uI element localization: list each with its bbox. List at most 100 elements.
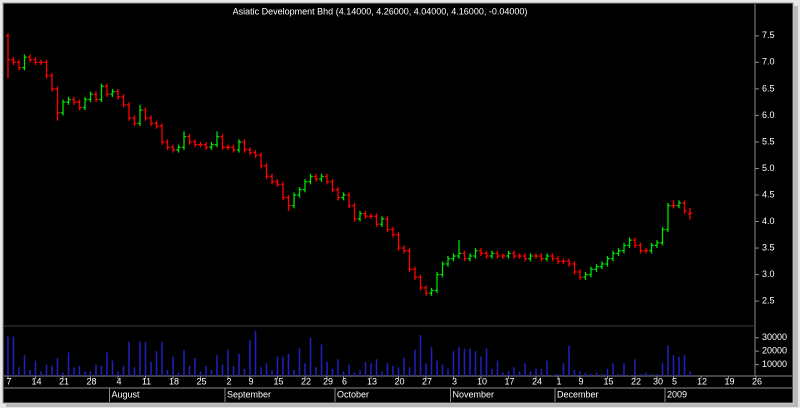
volume-bar <box>342 371 345 376</box>
volume-bar <box>419 335 422 376</box>
volume-bar <box>216 355 218 376</box>
volume-bar <box>634 359 636 376</box>
volume-bar <box>573 369 576 376</box>
volume-bar <box>353 372 356 376</box>
volume-bar <box>441 364 444 376</box>
volume-bar <box>51 365 53 376</box>
frame-shadow <box>6 404 798 407</box>
volume-bar <box>617 373 620 376</box>
volume-bar <box>139 341 141 376</box>
volume-bar <box>309 337 312 376</box>
y-tick-label: 5.0 <box>762 163 775 173</box>
volume-bar <box>408 367 411 376</box>
volume-bar <box>243 368 246 376</box>
volume-bar <box>199 371 202 376</box>
volume-bar <box>227 349 229 376</box>
volume-bar <box>667 345 669 376</box>
y-tick-label: 4.0 <box>762 216 775 226</box>
month-label: 2009 <box>667 389 687 399</box>
volume-bar <box>117 371 119 376</box>
x-tick-label: 25 <box>196 376 206 386</box>
volume-bar <box>265 363 268 376</box>
volume-bar <box>562 363 565 376</box>
volume-bar <box>436 360 438 376</box>
x-tick-label: 22 <box>301 376 311 386</box>
volume-bar <box>183 349 185 376</box>
x-tick-label: 3 <box>452 376 457 386</box>
x-tick-label: 26 <box>752 376 762 386</box>
month-label: December <box>557 389 599 399</box>
x-tick-label: 6 <box>342 376 347 386</box>
volume-bar <box>447 368 449 376</box>
volume-bar <box>452 351 455 376</box>
volume-bar <box>320 344 323 376</box>
volume-bar <box>95 364 97 376</box>
volume-bar <box>293 369 295 376</box>
y-tick-label: 3.5 <box>762 242 775 252</box>
volume-bar <box>397 367 400 376</box>
volume-bar <box>485 348 488 376</box>
x-tick-label: 7 <box>6 376 11 386</box>
month-label: October <box>337 389 369 399</box>
volume-bar <box>463 348 466 376</box>
volume-bar <box>100 365 103 376</box>
volume-bar <box>133 367 136 376</box>
volume-bar <box>683 355 686 376</box>
volume-bar <box>73 367 75 376</box>
x-tick-label: 19 <box>724 376 734 386</box>
volume-bar <box>645 372 647 376</box>
volume-bar <box>194 357 196 376</box>
volume-bar <box>45 364 48 376</box>
chart-title: Asiatic Development Bhd (4.14000, 4.2600… <box>233 6 528 16</box>
volume-bar <box>430 347 433 376</box>
volume-bar <box>414 349 416 376</box>
volume-bar <box>370 363 372 376</box>
volume-bar <box>458 347 460 376</box>
volume-bar <box>375 359 378 376</box>
volume-bar <box>56 357 59 376</box>
x-tick-label: 29 <box>323 376 333 386</box>
volume-bar <box>238 353 240 376</box>
volume-bar <box>606 368 609 376</box>
volume-bar <box>106 352 108 376</box>
volume-bar <box>12 336 15 376</box>
x-tick-label: 11 <box>142 376 151 386</box>
volume-bar <box>144 341 147 376</box>
volume-bar <box>34 360 37 376</box>
x-tick-label: 22 <box>631 376 641 386</box>
volume-bar <box>287 353 290 376</box>
volume-bar <box>656 373 658 376</box>
volume-bar <box>67 352 70 376</box>
x-tick-label: 4 <box>116 376 121 386</box>
volume-bar <box>661 363 664 376</box>
volume-bar <box>612 363 614 376</box>
volume-bar <box>254 331 257 376</box>
volume-bar <box>111 360 114 376</box>
volume-bar <box>304 363 306 376</box>
volume-bar <box>232 365 235 376</box>
volume-tick-label: 10000 <box>762 359 787 369</box>
volume-tick-label: 20000 <box>762 346 787 356</box>
volume-bar <box>524 363 526 376</box>
volume-bar <box>590 373 592 376</box>
x-tick-label: 27 <box>422 376 432 386</box>
x-tick-label: 5 <box>672 376 677 386</box>
y-tick-label: 7.0 <box>762 57 775 67</box>
volume-bar <box>331 368 334 376</box>
volume-bar <box>337 359 339 376</box>
x-tick-label: 15 <box>603 376 613 386</box>
volume-bar <box>502 372 504 376</box>
x-tick-label: 13 <box>367 376 377 386</box>
y-tick-label: 2.5 <box>762 295 775 305</box>
x-tick-label: 20 <box>394 376 404 386</box>
volume-bar <box>260 367 262 376</box>
volume-bar <box>282 356 284 376</box>
volume-bar <box>161 341 163 376</box>
volume-bar <box>518 371 521 376</box>
volume-bar <box>276 356 279 376</box>
volume-bar <box>386 363 389 376</box>
volume-bar <box>84 371 86 376</box>
volume-bar <box>507 371 510 376</box>
volume-bar <box>89 371 92 376</box>
